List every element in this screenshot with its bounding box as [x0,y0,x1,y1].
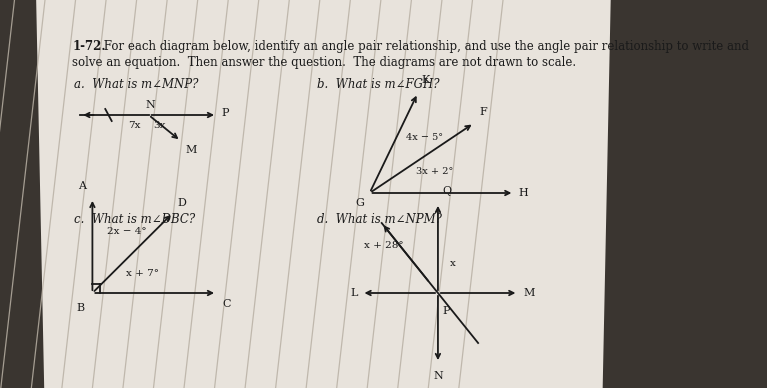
Polygon shape [36,0,611,388]
Text: x + 28°: x + 28° [364,241,403,249]
Text: Q: Q [442,186,451,196]
Text: N: N [433,371,443,381]
Text: K: K [422,75,430,85]
Text: P: P [443,306,450,316]
Text: H: H [518,188,528,198]
Text: C: C [222,299,231,309]
Text: x: x [450,258,456,267]
Text: x + 7°: x + 7° [126,268,160,277]
Text: B: B [76,303,84,313]
Text: 4x − 5°: 4x − 5° [406,133,443,142]
Text: solve an equation.  Then answer the question.  The diagrams are not drawn to sca: solve an equation. Then answer the quest… [72,56,577,69]
Text: 7x: 7x [128,121,140,130]
Text: A: A [78,181,86,191]
Text: G: G [356,198,364,208]
Text: N: N [146,100,155,110]
Text: 2x − 4°: 2x − 4° [107,227,146,236]
Text: P: P [221,108,229,118]
Text: 3x + 2°: 3x + 2° [416,166,453,175]
Text: c.  What is m∠DBC?: c. What is m∠DBC? [74,213,195,226]
Text: d.  What is m∠NPM?: d. What is m∠NPM? [318,213,443,226]
Text: 3x: 3x [153,121,166,130]
Text: a.  What is m∠MNP?: a. What is m∠MNP? [74,78,199,91]
Text: For each diagram below, identify an angle pair relationship, and use the angle p: For each diagram below, identify an angl… [100,40,749,53]
Text: L: L [351,288,357,298]
Text: 1-72.: 1-72. [72,40,106,53]
Text: M: M [186,145,197,155]
Text: b.  What is m∠FGH?: b. What is m∠FGH? [318,78,440,91]
Text: M: M [523,288,535,298]
Text: D: D [178,198,186,208]
Text: F: F [479,107,487,117]
